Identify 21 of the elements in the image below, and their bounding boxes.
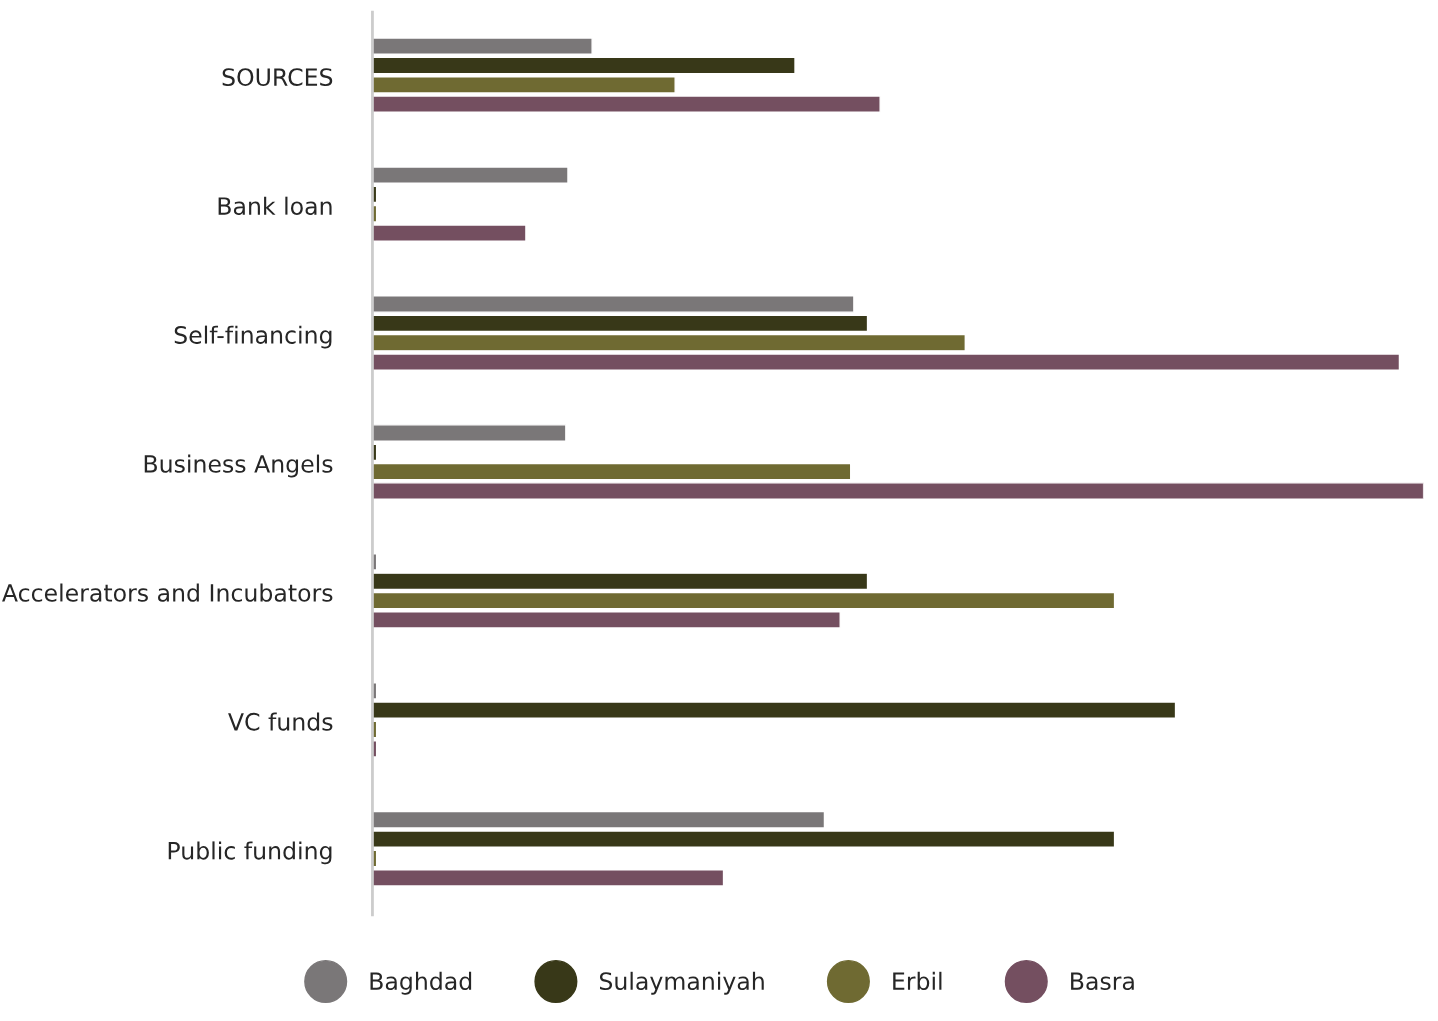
bar [372,591,1116,610]
bar [372,56,796,75]
bar [372,482,1424,500]
bar [372,462,852,481]
legend-label: Sulaymaniyah [599,971,764,995]
y-tick-label: Business Angels [144,454,333,478]
y-tick-label: Self-financing [174,325,332,349]
legend-label: Baghdad [370,971,472,995]
y-tick-label: VC funds [228,712,333,731]
legend-label: Basra [1071,972,1134,991]
bar [372,611,841,629]
bar [372,295,855,313]
bar [372,868,725,887]
bar [372,166,569,184]
bar [372,314,869,333]
legend-label: Erbil [893,971,942,991]
y-tick-label: Public funding [168,841,332,865]
y-tick-label: SOURCES [222,68,333,87]
y-tick-label: Accelerators and Incubators [2,583,333,602]
y-tick-label: Bank loan [218,196,332,215]
bar [372,37,593,55]
